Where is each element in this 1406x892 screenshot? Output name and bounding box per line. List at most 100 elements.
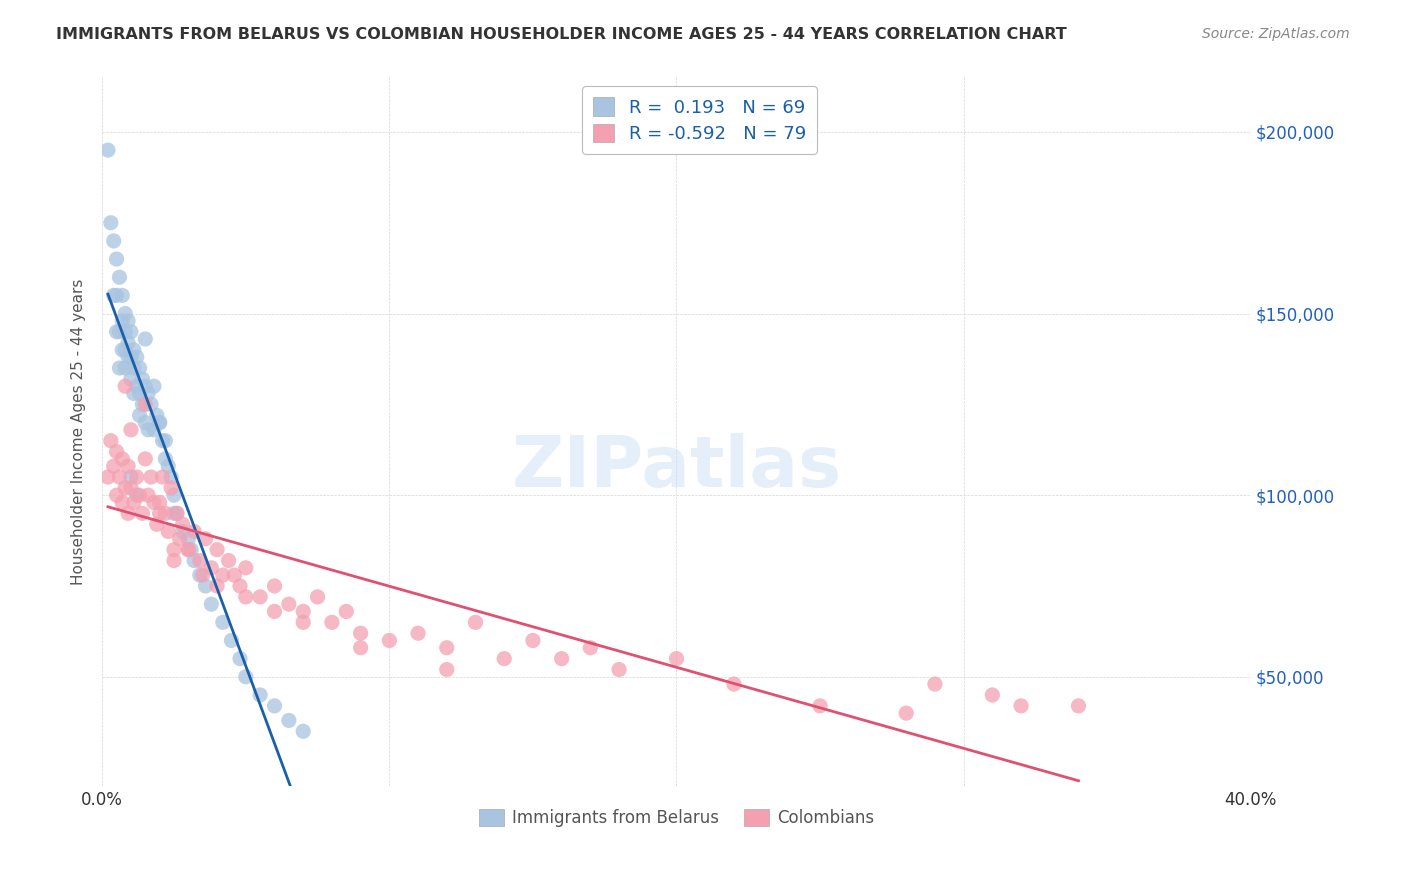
Point [229, 579, 252, 593]
Point [194, 532, 217, 546]
Point [191, 568, 214, 582]
Point [117, 350, 139, 364]
Point [125, 379, 148, 393]
Point [188, 568, 211, 582]
Point [155, 451, 177, 466]
Text: Source: ZipAtlas.com: Source: ZipAtlas.com [1202, 27, 1350, 41]
Point [131, 372, 153, 386]
Point [125, 488, 148, 502]
Point [335, 604, 357, 618]
Point [108, 325, 131, 339]
Point [134, 332, 156, 346]
Point [122, 361, 145, 376]
Point [122, 343, 145, 357]
Point [117, 335, 139, 350]
Point [349, 626, 371, 640]
Point [180, 542, 202, 557]
Point [114, 343, 136, 357]
Point [122, 495, 145, 509]
Point [292, 615, 315, 630]
Point [155, 506, 177, 520]
Point [136, 386, 159, 401]
Point [120, 481, 142, 495]
Point [108, 361, 131, 376]
Point [117, 506, 139, 520]
Point [157, 524, 180, 539]
Point [149, 416, 172, 430]
Point [163, 506, 186, 520]
Point [263, 698, 285, 713]
Point [111, 495, 134, 509]
Point [163, 488, 186, 502]
Point [152, 470, 174, 484]
Point [229, 651, 252, 665]
Legend: Immigrants from Belarus, Colombians: Immigrants from Belarus, Colombians [472, 803, 882, 834]
Point [105, 444, 128, 458]
Point [981, 688, 1004, 702]
Point [292, 604, 315, 618]
Point [120, 350, 142, 364]
Point [307, 590, 329, 604]
Point [117, 314, 139, 328]
Point [128, 488, 150, 502]
Point [183, 524, 205, 539]
Point [125, 470, 148, 484]
Text: ZIPatlas: ZIPatlas [512, 433, 842, 501]
Point [464, 615, 486, 630]
Point [211, 568, 233, 582]
Point [194, 579, 217, 593]
Point [131, 397, 153, 411]
Point [321, 615, 343, 630]
Point [406, 626, 429, 640]
Point [145, 409, 167, 423]
Point [149, 495, 172, 509]
Point [131, 506, 153, 520]
Point [128, 361, 150, 376]
Point [142, 495, 165, 509]
Point [103, 234, 125, 248]
Point [436, 663, 458, 677]
Point [149, 506, 172, 520]
Point [103, 459, 125, 474]
Point [157, 459, 180, 474]
Point [97, 470, 120, 484]
Point [205, 579, 228, 593]
Point [349, 640, 371, 655]
Point [200, 597, 222, 611]
Point [808, 698, 831, 713]
Point [125, 350, 148, 364]
Point [120, 470, 142, 484]
Point [103, 288, 125, 302]
Point [378, 633, 401, 648]
Point [177, 532, 200, 546]
Point [177, 542, 200, 557]
Point [579, 640, 602, 655]
Point [249, 590, 271, 604]
Point [169, 532, 191, 546]
Point [263, 604, 285, 618]
Point [494, 651, 516, 665]
Point [172, 524, 194, 539]
Point [120, 372, 142, 386]
Point [111, 288, 134, 302]
Point [292, 724, 315, 739]
Point [114, 361, 136, 376]
Point [139, 397, 162, 411]
Point [277, 597, 299, 611]
Point [172, 517, 194, 532]
Point [139, 470, 162, 484]
Point [522, 633, 544, 648]
Point [105, 325, 128, 339]
Point [924, 677, 946, 691]
Point [114, 325, 136, 339]
Point [205, 542, 228, 557]
Point [136, 488, 159, 502]
Point [152, 434, 174, 448]
Point [136, 423, 159, 437]
Point [665, 651, 688, 665]
Point [120, 325, 142, 339]
Point [550, 651, 572, 665]
Point [277, 714, 299, 728]
Point [188, 553, 211, 567]
Point [166, 506, 188, 520]
